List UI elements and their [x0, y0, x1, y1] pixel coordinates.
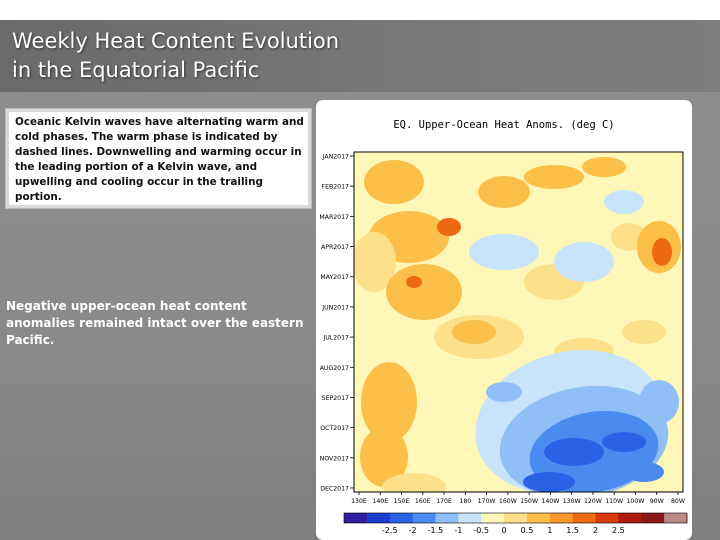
- x-tick-label: 110W: [605, 498, 623, 505]
- x-tick-label: 150E: [394, 498, 410, 505]
- plot-title: EQ. Upper-Ocean Heat Anoms. (deg C): [393, 119, 615, 131]
- colorbar-swatch: [435, 513, 459, 523]
- x-tick-label: 130E: [351, 498, 367, 505]
- strong-warm-anomaly: [652, 238, 672, 266]
- x-tick-label: 150W: [520, 498, 538, 505]
- colorbar-label: 0.5: [521, 526, 534, 535]
- x-tick-label: 130W: [563, 498, 581, 505]
- slide-title: Weekly Heat Content Evolution in the Equ…: [12, 27, 339, 85]
- x-tick-label: 90W: [650, 498, 664, 505]
- colorbar-label: 1: [547, 526, 552, 535]
- y-tick-label: MAR2017: [319, 214, 349, 221]
- y-tick-label: AUG2017: [320, 365, 349, 372]
- heat-anomaly-plot: EQ. Upper-Ocean Heat Anoms. (deg C) JAN2…: [316, 100, 692, 540]
- cool-anomaly-central: [554, 242, 614, 282]
- colorbar-label: -2.5: [382, 526, 398, 535]
- x-tick-label: 160W: [499, 498, 517, 505]
- warm-anomaly-west: [364, 160, 424, 204]
- colorbar-swatch: [595, 513, 619, 523]
- y-tick-label: JUL2017: [322, 335, 349, 342]
- x-tick-label: 140E: [372, 498, 388, 505]
- colorbar-swatch: [504, 513, 528, 523]
- y-tick-label: DEC2017: [320, 486, 349, 493]
- y-tick-label: OCT2017: [320, 425, 349, 432]
- colorbar-swatch: [641, 513, 665, 523]
- y-tick-label: APR2017: [321, 244, 349, 251]
- slide: Weekly Heat Content Evolution in the Equ…: [0, 20, 720, 540]
- colorbar-swatch: [389, 513, 414, 523]
- y-tick-label: JUN2017: [321, 304, 349, 311]
- warm-anomaly-central: [582, 157, 626, 177]
- warm-anomaly-west: [382, 473, 446, 492]
- colorbar-swatch: [344, 513, 368, 523]
- y-tick-label: MAY2017: [320, 274, 349, 281]
- x-tick-label: 140W: [541, 498, 559, 505]
- callout-text: Oceanic Kelvin waves have alternating wa…: [15, 116, 304, 203]
- strong-warm-anomaly: [437, 218, 461, 236]
- warm-anomaly-west: [386, 264, 462, 320]
- colorbar-swatch: [618, 513, 642, 523]
- colorbar-swatch: [412, 513, 436, 523]
- kelvin-wave-callout: Oceanic Kelvin waves have alternating wa…: [5, 108, 312, 209]
- colorbar-swatch: [549, 513, 574, 523]
- colorbar-swatch: [664, 513, 688, 523]
- strong-cool-anomaly: [544, 438, 604, 466]
- colorbar-label: 2: [593, 526, 598, 535]
- warm-anomaly-west: [361, 362, 417, 442]
- y-tick-label: SEP2017: [322, 395, 349, 402]
- colorbar-label: -1.5: [428, 526, 444, 535]
- cool-anomaly-east: [639, 380, 679, 424]
- summary-note: Negative upper-ocean heat content anomal…: [6, 299, 304, 347]
- x-tick-label: 120W: [584, 498, 602, 505]
- y-tick-label: JAN2017: [322, 154, 349, 161]
- colorbar-swatch: [458, 513, 482, 523]
- warm-anomaly-central: [524, 165, 584, 189]
- x-tick-label: 170E: [436, 498, 452, 505]
- warm-anomaly-west: [354, 232, 396, 292]
- warm-anomaly-east: [622, 320, 666, 344]
- warm-anomaly-central: [478, 176, 530, 208]
- colorbar-label: 2.5: [612, 526, 625, 535]
- warm-anomaly-west: [360, 427, 408, 487]
- colorbar-swatch: [526, 513, 551, 523]
- cool-anomaly-central: [469, 234, 539, 270]
- colorbar-label: 0: [502, 526, 507, 535]
- colorbar-label: -2: [409, 526, 417, 535]
- x-tick-label: 80W: [671, 498, 685, 505]
- warm-anomaly-central: [452, 320, 496, 344]
- x-tick-label: 170W: [478, 498, 496, 505]
- colorbar-label: 1.5: [566, 526, 579, 535]
- title-line-2: in the Equatorial Pacific: [12, 58, 260, 82]
- strong-warm-anomaly: [406, 276, 422, 288]
- colorbar-frame: [343, 512, 688, 524]
- x-tick-label: 180: [459, 498, 471, 505]
- cool-anomaly-central: [486, 382, 522, 402]
- y-tick-label: FEB2017: [322, 184, 350, 191]
- title-line-1: Weekly Heat Content Evolution: [12, 29, 340, 53]
- strong-cool-anomaly: [523, 472, 575, 492]
- y-tick-label: NOV2017: [320, 455, 349, 462]
- x-tick-label: 100W: [626, 498, 644, 505]
- x-tick-label: 160E: [415, 498, 431, 505]
- plot-frame: [353, 151, 684, 493]
- colorbar-label: -1: [454, 526, 462, 535]
- title-band: Weekly Heat Content Evolution in the Equ…: [0, 20, 720, 92]
- cool-anomaly-east: [604, 190, 644, 214]
- colorbar-label: -0.5: [473, 526, 489, 535]
- anomaly-field: [354, 152, 683, 492]
- strong-cool-anomaly: [624, 462, 664, 482]
- strong-cool-anomaly: [602, 432, 646, 452]
- colorbar-swatch: [572, 513, 597, 523]
- colorbar-swatch: [366, 513, 391, 523]
- hovmoller-diagram: JAN2017 FEB2017 MAR2017 APR2017 MAY2017 JUN20…: [319, 151, 688, 535]
- colorbar-swatch: [481, 513, 505, 523]
